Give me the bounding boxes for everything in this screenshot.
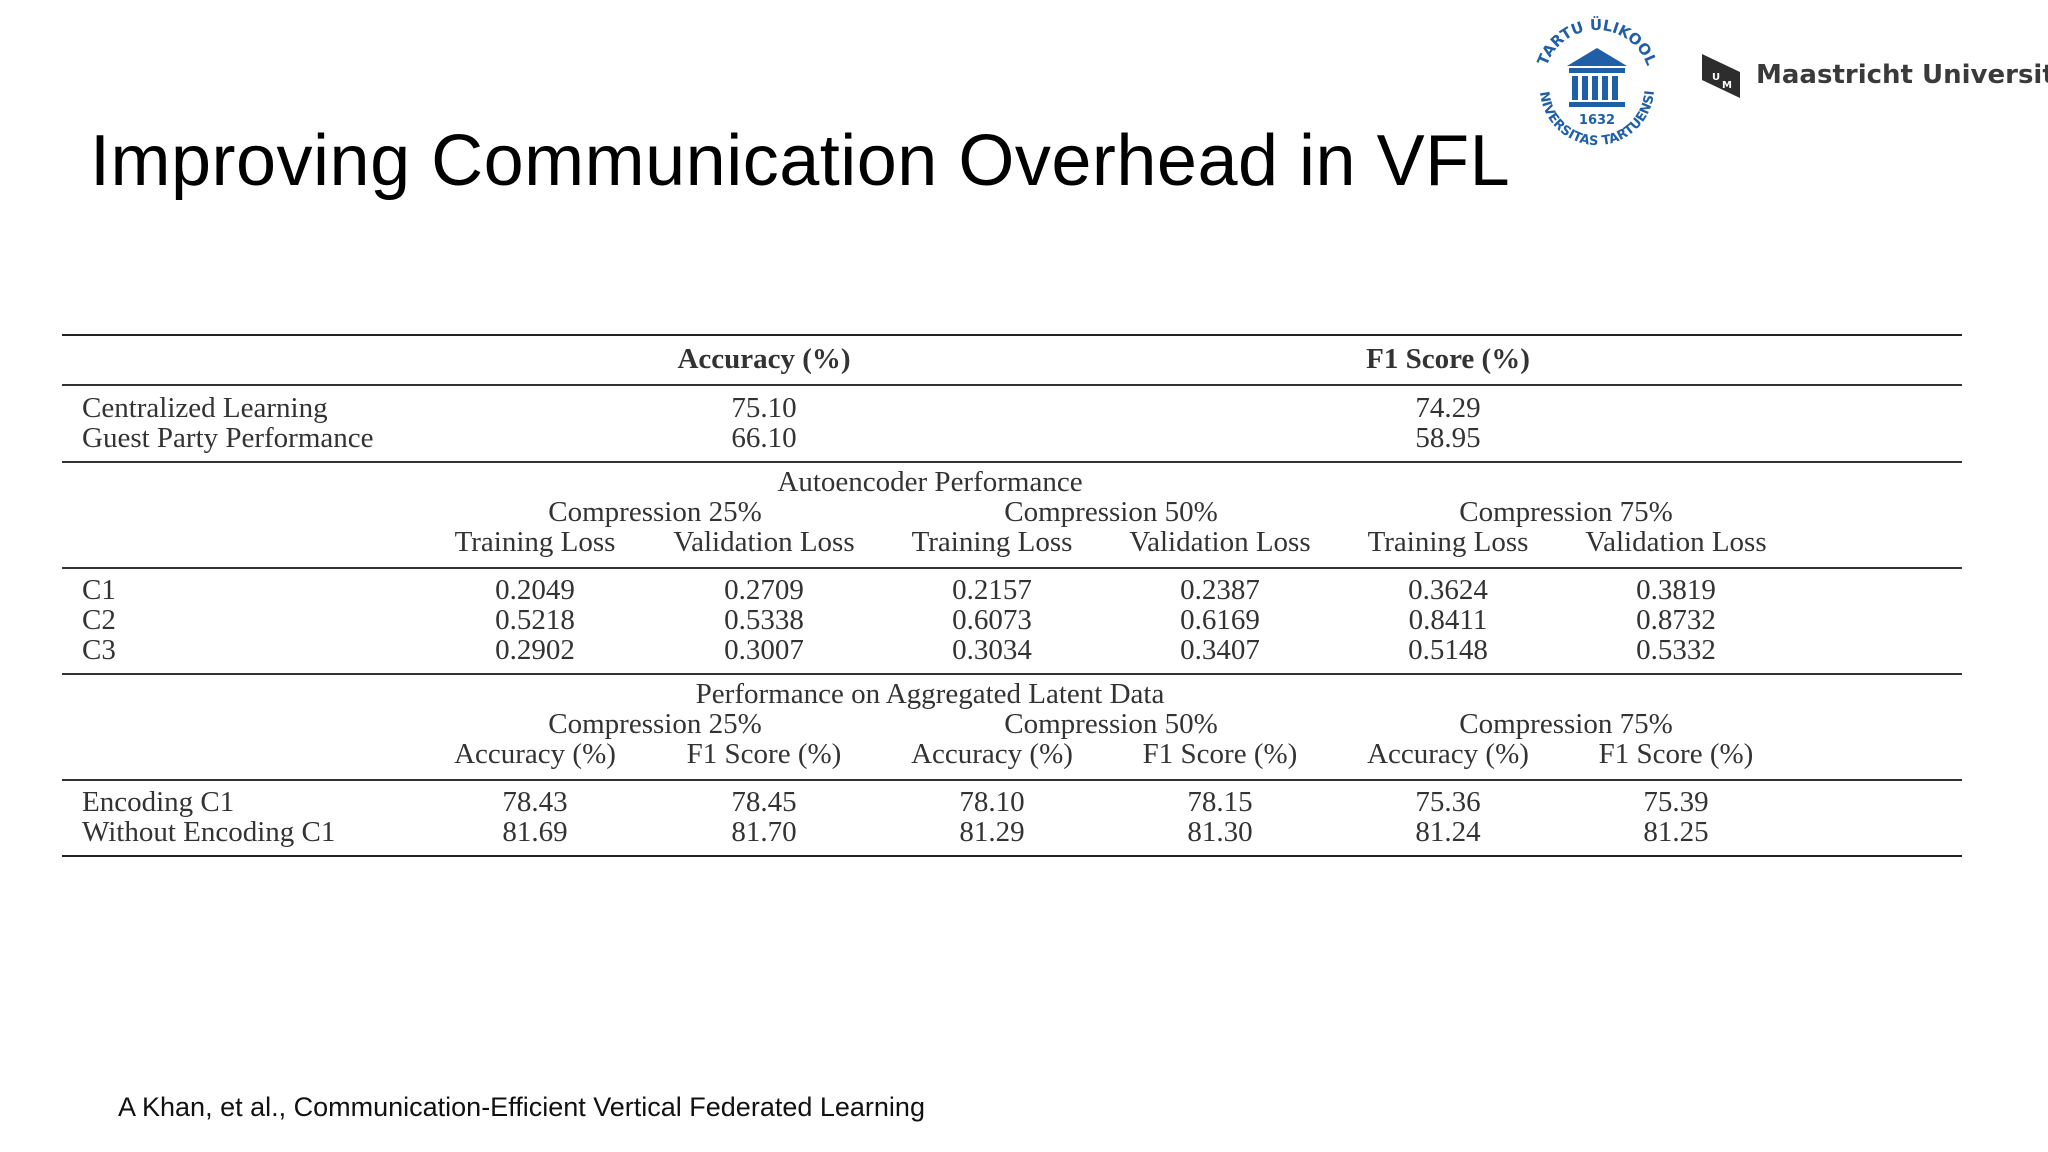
table-cell: 78.15 — [1187, 786, 1253, 818]
svg-text:M: M — [1722, 80, 1732, 91]
baseline-section: Centralized Learning 75.10 74.29 Guest Part… — [62, 393, 1962, 453]
table-cell: 75.39 — [1643, 786, 1709, 818]
table-row: C1 0.2049 0.2709 0.2157 0.2387 0.3624 0.3819 — [62, 575, 1962, 605]
table-cell: 81.30 — [1187, 816, 1253, 848]
table-rule — [62, 779, 1962, 781]
table-rule — [62, 673, 1962, 675]
table-row: Guest Party Performance 66.10 58.95 — [62, 423, 1962, 453]
column-subheader: Accuracy (%) — [911, 738, 1073, 770]
um-name: Maastricht University — [1756, 60, 2048, 90]
table-cell: 0.2157 — [952, 574, 1032, 606]
row-label: C2 — [82, 604, 116, 636]
table-cell: 0.2902 — [495, 634, 575, 666]
table-cell: 0.3007 — [724, 634, 804, 666]
column-subheader: Accuracy (%) — [1367, 738, 1529, 770]
column-subheader: Validation Loss — [1585, 526, 1767, 558]
column-subheader: F1 Score (%) — [686, 738, 842, 770]
table-cell: 0.3034 — [952, 634, 1032, 666]
table-cell: 0.3819 — [1636, 574, 1716, 606]
um-mark-icon: U M — [1702, 54, 1740, 98]
row-label: Centralized Learning — [82, 392, 328, 424]
table-cell: 0.8732 — [1636, 604, 1716, 636]
accuracy-value: 75.10 — [731, 392, 797, 424]
header-f1: F1 Score (%) — [1366, 343, 1530, 375]
svg-text:1632: 1632 — [1579, 113, 1615, 128]
f1-value: 74.29 — [1415, 392, 1481, 424]
tartu-university-logo: TARTU ÜLIKOOL UNIVERSITAS TARTUENSIS 163… — [1517, 0, 1672, 158]
autoencoder-title-row: Autoencoder Performance — [62, 467, 1962, 497]
autoencoder-groups-row: Compression 25% Compression 50% Compress… — [62, 497, 1962, 527]
citation: A Khan, et al., Communication-Efficient … — [118, 1092, 925, 1122]
table-cell: 75.36 — [1415, 786, 1481, 818]
table-row: C3 0.2902 0.3007 0.3034 0.3407 0.5148 0.5332 — [62, 635, 1962, 665]
table-cell: 81.29 — [959, 816, 1025, 848]
row-label: C1 — [82, 574, 116, 606]
slide-title: Improving Communication Overhead in VFL — [90, 121, 1511, 201]
table-top-rule — [62, 334, 1962, 336]
table-row: Without Encoding C1 81.69 81.70 81.29 81.30 8… — [62, 817, 1962, 847]
table-rule — [62, 461, 1962, 463]
column-subheader: Training Loss — [911, 526, 1073, 558]
aggregated-subheader-row: Accuracy (%) F1 Score (%) Accuracy (%) F1 S… — [62, 739, 1962, 769]
table-cell: 0.5332 — [1636, 634, 1716, 666]
autoencoder-section: C1 0.2049 0.2709 0.2157 0.2387 0.3624 0.3819 C2… — [62, 575, 1962, 665]
table-cell: 81.69 — [502, 816, 568, 848]
row-label: Guest Party Performance — [82, 422, 374, 454]
column-subheader: Training Loss — [1367, 526, 1529, 558]
agg-group-50: Compression 50% — [1004, 708, 1218, 740]
aggregated-section: Encoding C1 78.43 78.45 78.10 78.15 75.36 75.3… — [62, 787, 1962, 847]
ae-group-25: Compression 25% — [548, 496, 762, 528]
table-cell: 81.24 — [1415, 816, 1481, 848]
row-label: Without Encoding C1 — [82, 816, 336, 848]
table-row: C2 0.5218 0.5338 0.6073 0.6169 0.8411 0.8732 — [62, 605, 1962, 635]
aggregated-title-row: Performance on Aggregated Latent Data — [62, 679, 1962, 709]
column-subheader: Accuracy (%) — [454, 738, 616, 770]
ae-group-50: Compression 50% — [1004, 496, 1218, 528]
table-cell: 78.10 — [959, 786, 1025, 818]
table-row: Encoding C1 78.43 78.45 78.10 78.15 75.36 75.3… — [62, 787, 1962, 817]
svg-text:U: U — [1712, 72, 1720, 83]
autoencoder-subheader-row: Training Loss Validation Loss Training Los… — [62, 527, 1962, 557]
header-accuracy: Accuracy (%) — [677, 343, 851, 375]
aggregated-title: Performance on Aggregated Latent Data — [695, 678, 1165, 710]
table-cell: 0.6073 — [952, 604, 1032, 636]
table-cell: 0.5218 — [495, 604, 575, 636]
table-cell: 0.2387 — [1180, 574, 1260, 606]
column-subheader: F1 Score (%) — [1598, 738, 1754, 770]
column-subheader: Training Loss — [454, 526, 616, 558]
table-cell: 0.5148 — [1408, 634, 1488, 666]
table-cell: 0.3624 — [1408, 574, 1488, 606]
table-cell: 0.2709 — [724, 574, 804, 606]
table-rule — [62, 567, 1962, 569]
table-cell: 0.3407 — [1180, 634, 1260, 666]
column-subheader: F1 Score (%) — [1142, 738, 1298, 770]
agg-group-75: Compression 75% — [1459, 708, 1673, 740]
table-row: Centralized Learning 75.10 74.29 — [62, 393, 1962, 423]
column-subheader: Validation Loss — [673, 526, 855, 558]
accuracy-value: 66.10 — [731, 422, 797, 454]
f1-value: 58.95 — [1415, 422, 1481, 454]
column-subheader: Validation Loss — [1129, 526, 1311, 558]
results-table: Accuracy (%) F1 Score (%) Centralized Le… — [62, 334, 1962, 857]
aggregated-groups-row: Compression 25% Compression 50% Compress… — [62, 709, 1962, 739]
autoencoder-title: Autoencoder Performance — [777, 466, 1083, 498]
agg-group-25: Compression 25% — [548, 708, 762, 740]
table-cell: 78.45 — [731, 786, 797, 818]
table-cell: 0.5338 — [724, 604, 804, 636]
table-bottom-rule — [62, 855, 1962, 857]
table-rule — [62, 384, 1962, 386]
maastricht-university-logo: U M Maastricht University — [1700, 50, 2048, 100]
table-cell: 81.70 — [731, 816, 797, 848]
table-cell: 0.2049 — [495, 574, 575, 606]
table-cell: 81.25 — [1643, 816, 1709, 848]
table-cell: 0.8411 — [1408, 604, 1488, 636]
row-label: Encoding C1 — [82, 786, 235, 818]
ae-group-75: Compression 75% — [1459, 496, 1673, 528]
table-header-row: Accuracy (%) F1 Score (%) — [62, 336, 1962, 384]
row-label: C3 — [82, 634, 116, 666]
table-cell: 0.6169 — [1180, 604, 1260, 636]
table-cell: 78.43 — [502, 786, 568, 818]
